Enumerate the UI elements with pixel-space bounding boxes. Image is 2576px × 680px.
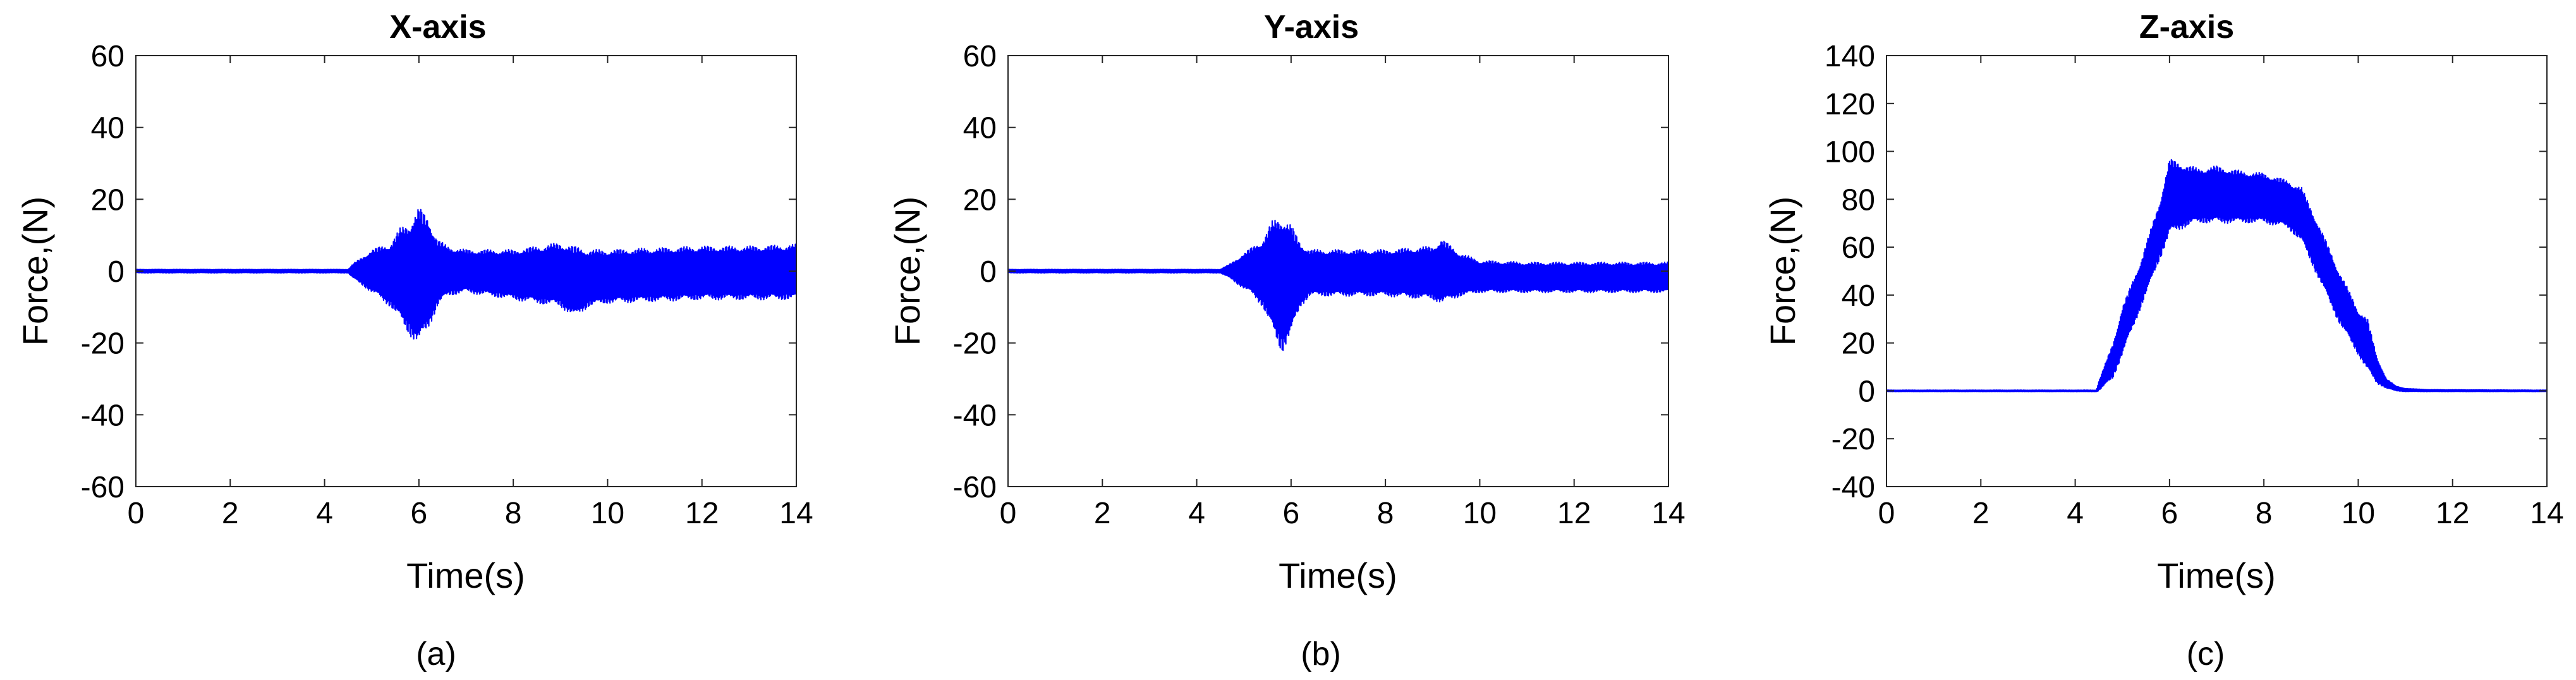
- force-signal-line: [1885, 159, 2548, 392]
- tick-layer: 0 2 4 6 8 10 12 14 -40 -20 0 20 40 60 80 100 120 140: [1825, 40, 2564, 530]
- tick-layer: 0 2 4 6 8 10 12 14 -60 -40 -20 0 20 40 60: [953, 40, 1686, 530]
- y-tick-label: -20: [953, 327, 997, 361]
- y-tick-label: -60: [953, 471, 997, 504]
- y-tick-label: 20: [963, 183, 997, 217]
- y-tick-label: 80: [1842, 183, 1875, 217]
- x-tick-label: 6: [2161, 497, 2178, 530]
- plot-area: [1885, 159, 2548, 392]
- y-tick-label: 0: [107, 255, 125, 289]
- force-signal-line: [135, 209, 798, 340]
- x-tick-label: 12: [1557, 497, 1591, 530]
- y-tick-label: 60: [91, 40, 125, 73]
- x-tick-label: 0: [128, 497, 145, 530]
- y-tick-label: 60: [1842, 231, 1875, 265]
- y-tick-label: 140: [1825, 40, 1875, 73]
- x-tick-label: 14: [779, 497, 813, 530]
- x-tick-label: 4: [1188, 497, 1205, 530]
- x-axis-label: Time(s): [1279, 556, 1397, 595]
- y-axis-label: Force,(N): [15, 197, 55, 346]
- y-tick-label: 0: [980, 255, 997, 289]
- x-axis-label: Time(s): [406, 556, 525, 595]
- y-axis-label: Force,(N): [1763, 197, 1802, 346]
- x-axis-label: Time(s): [2157, 556, 2276, 595]
- y-tick-label: -40: [1832, 471, 1875, 504]
- plot-area: [135, 209, 798, 340]
- x-tick-label: 8: [505, 497, 522, 530]
- x-tick-label: 12: [685, 497, 719, 530]
- chart-title: Z-axis: [2139, 9, 2234, 46]
- x-tick-label: 2: [222, 497, 239, 530]
- y-tick-label: -20: [1832, 423, 1875, 456]
- plot-area: [1007, 219, 1670, 351]
- y-tick-label: 40: [91, 112, 125, 145]
- x-tick-label: 0: [1000, 497, 1017, 530]
- axes-frame: [1886, 55, 2548, 487]
- panel-caption: (a): [416, 636, 456, 672]
- panel-z-axis: Z-axis 0 2 4 6 8 10 12 14 -40 -20 0 20 40 60 80 100 120 1…: [1763, 9, 2564, 672]
- x-tick-label: 2: [1972, 497, 1990, 530]
- tick-layer: 0 2 4 6 8 10 12 14 -60 -40 -20 0 20 40 60: [81, 40, 813, 530]
- x-tick-label: 0: [1878, 497, 1895, 530]
- y-tick-label: -20: [81, 327, 125, 361]
- y-tick-label: 40: [963, 112, 997, 145]
- x-tick-label: 8: [1377, 497, 1394, 530]
- y-tick-label: 40: [1842, 279, 1875, 313]
- x-tick-label: 6: [411, 497, 428, 530]
- x-tick-label: 6: [1283, 497, 1300, 530]
- panel-x-axis: X-axis 0 2 4 6 8 10 12 14 -60 -40 -20 0 20 40 60 Time(…: [15, 9, 813, 672]
- x-tick-label: 12: [2436, 497, 2469, 530]
- panel-y-axis: Y-axis 0 2 4 6 8 10 12 14 -60 -40 -20 0 20 40 60 Time(…: [887, 9, 1686, 672]
- x-tick-label: 14: [1651, 497, 1685, 530]
- force-signal-line: [1007, 219, 1670, 351]
- x-tick-label: 10: [591, 497, 624, 530]
- y-tick-label: 20: [91, 183, 125, 217]
- x-tick-label: 14: [2530, 497, 2563, 530]
- x-tick-label: 10: [1463, 497, 1497, 530]
- chart-title: Y-axis: [1264, 9, 1359, 46]
- x-tick-label: 4: [316, 497, 333, 530]
- y-tick-label: 60: [963, 40, 997, 73]
- y-tick-label: -40: [953, 399, 997, 432]
- y-tick-label: 0: [1858, 375, 1875, 408]
- x-tick-label: 8: [2256, 497, 2273, 530]
- y-tick-label: 120: [1825, 88, 1875, 121]
- x-tick-label: 10: [2342, 497, 2375, 530]
- y-tick-label: 20: [1842, 327, 1875, 361]
- x-tick-label: 2: [1094, 497, 1111, 530]
- panel-caption: (b): [1301, 636, 1341, 672]
- panel-caption: (c): [2187, 636, 2225, 672]
- chart-title: X-axis: [389, 9, 486, 46]
- y-tick-label: 100: [1825, 136, 1875, 169]
- y-axis-label: Force,(N): [887, 197, 927, 346]
- y-tick-label: -40: [81, 399, 125, 432]
- x-tick-label: 4: [2067, 497, 2084, 530]
- y-tick-label: -60: [81, 471, 125, 504]
